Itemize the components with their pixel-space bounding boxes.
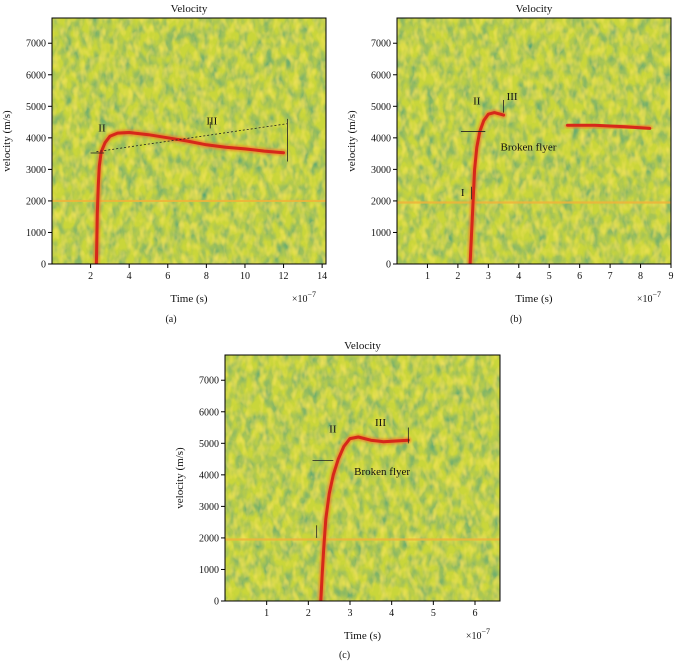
x-tick-label: 12 (279, 271, 289, 282)
y-tick-label: 0 (41, 260, 46, 271)
x-tick-label: 6 (165, 271, 170, 282)
panel-label: (b) (510, 314, 522, 325)
velocity-trace-0 (468, 111, 506, 264)
x-tick-label: 4 (516, 271, 521, 282)
chart-title: Velocity (171, 3, 208, 15)
x-tick-label: 10 (240, 271, 250, 282)
annotation-3: Broken flyer (501, 141, 557, 153)
x-multiplier: ×10−7 (637, 290, 661, 305)
y-tick-label: 2000 (371, 196, 391, 207)
axes-frame (51, 17, 327, 265)
y-tick-label: 6000 (199, 407, 219, 418)
y-tick-label: 5000 (26, 102, 46, 113)
x-tick-label: 4 (127, 271, 132, 282)
x-multiplier-exponent: −7 (307, 290, 316, 299)
x-tick-label: 1 (264, 608, 269, 619)
x-tick-label: 2 (306, 608, 311, 619)
y-tick-label: 4000 (371, 133, 391, 144)
x-tick-label: 8 (204, 271, 209, 282)
x-tick-label: 1 (425, 271, 430, 282)
x-tick-label: 6 (473, 608, 478, 619)
y-tick-label: 0 (386, 260, 391, 271)
velocity-trace-1 (566, 123, 652, 130)
annotation-1: III (375, 417, 386, 429)
x-multiplier-exponent: −7 (481, 627, 490, 636)
x-axis-label: Time (s) (344, 630, 382, 642)
y-tick-label: 3000 (199, 502, 219, 513)
axes-frame (396, 17, 672, 265)
x-tick-label: 4 (389, 608, 394, 619)
annotation-2: III (507, 91, 518, 103)
x-multiplier: ×10−7 (466, 627, 490, 642)
heatmap-background (397, 18, 671, 264)
x-tick-label: 9 (669, 271, 674, 282)
velocity-trace-0 (319, 435, 410, 601)
y-tick-label: 2000 (199, 533, 219, 544)
heatmap-background (225, 355, 500, 601)
x-tick-label: 8 (638, 271, 643, 282)
y-tick-label: 7000 (26, 39, 46, 50)
x-axis-label: Time (s) (170, 293, 208, 305)
chart-title: Velocity (344, 340, 381, 352)
annotation-2: Broken flyer (354, 466, 410, 478)
x-tick-label: 14 (317, 271, 327, 282)
chart-title: Velocity (516, 3, 553, 15)
y-tick-label: 4000 (26, 133, 46, 144)
y-tick-label: 5000 (371, 102, 391, 113)
marker-line-2 (96, 123, 288, 153)
axes-frame (224, 354, 501, 602)
x-tick-label: 2 (455, 271, 460, 282)
y-tick-label: 6000 (371, 70, 391, 81)
x-tick-label: 3 (348, 608, 353, 619)
velocity-trace-0 (94, 131, 285, 264)
y-axis-label: velocity (m/s) (346, 110, 358, 172)
x-tick-label: 7 (608, 271, 613, 282)
x-tick-label: 5 (431, 608, 436, 619)
annotation-0: I (461, 187, 465, 199)
panel-label: (c) (339, 650, 350, 661)
annotation-1: III (206, 116, 217, 128)
annotation-0: II (98, 123, 106, 135)
y-tick-label: 1000 (371, 228, 391, 239)
x-tick-label: 2 (88, 271, 93, 282)
y-tick-label: 2000 (26, 196, 46, 207)
x-tick-label: 5 (547, 271, 552, 282)
y-tick-label: 7000 (371, 39, 391, 50)
y-tick-label: 1000 (26, 228, 46, 239)
x-axis-label: Time (s) (515, 293, 553, 305)
annotation-0: II (329, 423, 337, 435)
y-tick-label: 3000 (26, 165, 46, 176)
annotation-1: II (473, 96, 481, 108)
y-tick-label: 1000 (199, 565, 219, 576)
x-tick-label: 3 (486, 271, 491, 282)
y-tick-label: 3000 (371, 165, 391, 176)
y-tick-label: 5000 (199, 439, 219, 450)
y-axis-label: velocity (m/s) (1, 110, 13, 172)
x-multiplier-exponent: −7 (652, 290, 661, 299)
y-axis-label: velocity (m/s) (174, 447, 186, 509)
panel-label: (a) (165, 314, 176, 325)
y-tick-label: 6000 (26, 70, 46, 81)
y-tick-label: 0 (214, 597, 219, 608)
y-tick-label: 7000 (199, 376, 219, 387)
x-tick-label: 6 (577, 271, 582, 282)
x-multiplier: ×10−7 (292, 290, 316, 305)
y-tick-label: 4000 (199, 470, 219, 481)
